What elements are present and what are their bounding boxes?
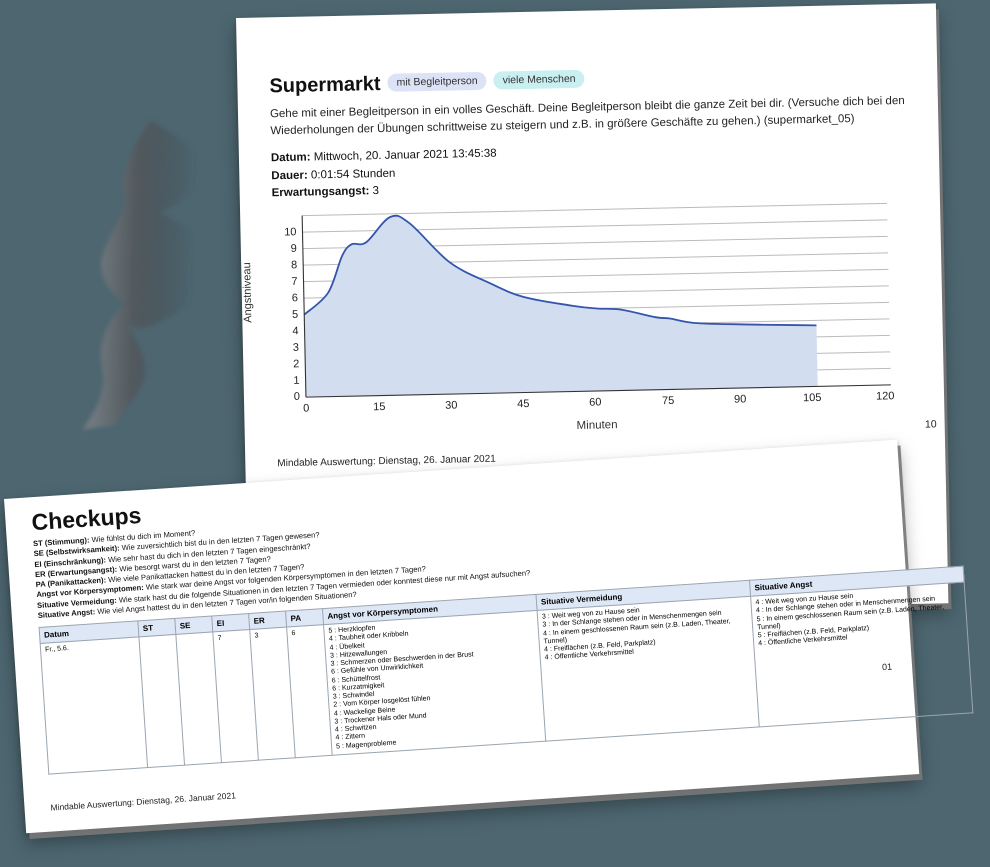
svg-text:9: 9 — [291, 243, 297, 255]
svg-text:0: 0 — [294, 391, 300, 403]
svg-text:3: 3 — [293, 342, 299, 354]
svg-text:60: 60 — [589, 397, 601, 409]
svg-text:6: 6 — [292, 292, 298, 304]
svg-text:7: 7 — [291, 276, 297, 288]
svg-text:4: 4 — [292, 325, 298, 337]
svg-text:15: 15 — [373, 401, 385, 413]
svg-text:8: 8 — [291, 259, 297, 271]
svg-text:5: 5 — [292, 309, 298, 321]
svg-text:30: 30 — [445, 400, 457, 412]
svg-text:1: 1 — [293, 375, 299, 387]
svg-text:45: 45 — [517, 398, 529, 410]
svg-text:105: 105 — [803, 392, 822, 404]
svg-text:10: 10 — [284, 226, 296, 238]
svg-text:90: 90 — [734, 393, 746, 405]
svg-text:2: 2 — [293, 358, 299, 370]
svg-text:120: 120 — [876, 390, 895, 402]
svg-text:0: 0 — [303, 403, 309, 415]
svg-text:75: 75 — [662, 395, 674, 407]
